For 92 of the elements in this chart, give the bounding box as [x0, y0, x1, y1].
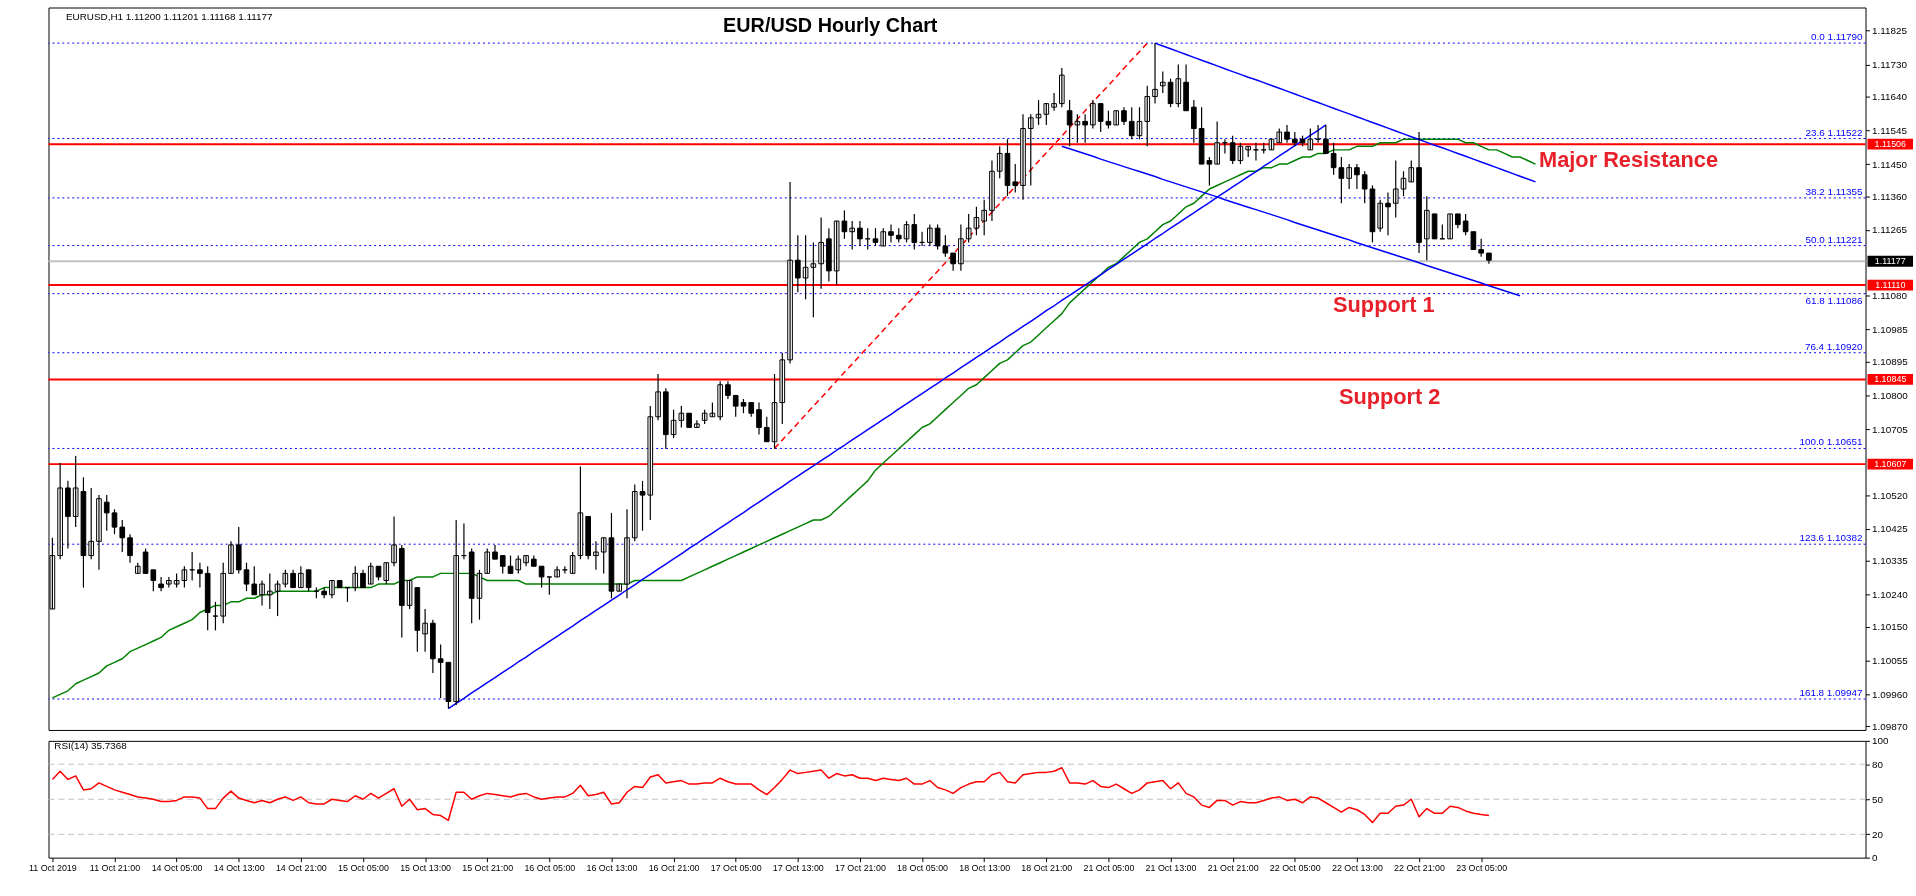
y-tick-label: 1.11080 — [1871, 290, 1908, 302]
annotation: EURUSD,H1 1.11200 1.11201 1.11168 1.11177 — [65, 11, 273, 23]
annotation: RSI(14) 35.7368 — [54, 740, 128, 752]
ref-line-label: 61.8 1.11086 — [1805, 294, 1864, 306]
chart-title: EUR/USD Hourly Chart — [723, 14, 938, 37]
y-tick-label: 1.10425 — [1871, 523, 1909, 535]
ref-line-label: 1.11506 — [1874, 139, 1907, 150]
candlestick — [1447, 213, 1453, 240]
x-tick-label: 21 Oct 13:00 — [1145, 863, 1197, 873]
y-tick-label: 1.10335 — [1871, 555, 1909, 567]
ref-line-label: 38.2 1.11355 — [1805, 185, 1864, 197]
y-tick-label: 1.10985 — [1871, 324, 1909, 336]
x-tick-label: 18 Oct 05:00 — [897, 863, 949, 873]
x-tick-label: 15 Oct 13:00 — [400, 863, 452, 873]
y-tick-label: 1.10055 — [1871, 655, 1909, 667]
y-tick-label: 100 — [1871, 735, 1889, 747]
x-tick-label: 16 Oct 05:00 — [524, 863, 576, 873]
candlestick — [795, 234, 801, 293]
annotation: Support 2 — [1338, 383, 1441, 409]
candlestick — [1408, 159, 1415, 183]
x-tick-label: 14 Oct 05:00 — [151, 863, 203, 873]
y-tick-label: 0 — [1871, 852, 1878, 864]
x-tick-label: 21 Oct 05:00 — [1083, 863, 1135, 873]
candlestick — [484, 547, 491, 574]
y-tick-label: 1.11450 — [1871, 158, 1908, 170]
x-tick-label: 14 Oct 13:00 — [213, 863, 265, 873]
annotation: Support 1 — [1333, 292, 1435, 318]
y-tick-label: 1.10150 — [1871, 621, 1909, 633]
y-tick-label: 20 — [1871, 828, 1884, 840]
x-tick-label: 23 Oct 05:00 — [1456, 863, 1508, 873]
line-series — [51, 138, 1537, 699]
candlestick — [367, 562, 374, 585]
y-tick-label: 1.11825 — [1871, 25, 1908, 37]
candlestick — [103, 494, 110, 532]
x-tick-label: 11 Oct 2019 — [28, 863, 77, 873]
candlestick — [1377, 199, 1384, 233]
y-tick-label: 1.10895 — [1871, 356, 1909, 368]
ref-line-label: 1.10845 — [1874, 374, 1907, 385]
candlestick — [538, 565, 545, 589]
y-tick-label: 1.11360 — [1871, 190, 1908, 202]
x-tick-label: 18 Oct 13:00 — [959, 863, 1011, 873]
x-tick-label: 15 Oct 21:00 — [462, 863, 514, 873]
line-series — [51, 766, 1490, 824]
ref-line-label: 76.4 1.10920 — [1804, 340, 1864, 352]
ref-line-label: 1.11110 — [1875, 280, 1906, 291]
candlestick — [996, 145, 1003, 179]
candlestick — [1392, 159, 1399, 219]
candlestick — [251, 565, 258, 596]
candlestick — [1144, 85, 1151, 147]
ref-line-label: 123.6 1.10382 — [1799, 532, 1863, 544]
ref-line-label: 100.0 1.10651 — [1799, 436, 1864, 448]
x-tick-label: 18 Oct 21:00 — [1021, 863, 1073, 873]
x-tick-label: 16 Oct 21:00 — [648, 863, 700, 873]
x-tick-label: 17 Oct 21:00 — [834, 863, 886, 873]
candlestick — [305, 569, 312, 592]
x-tick-label: 15 Oct 05:00 — [338, 863, 389, 873]
x-tick-label: 14 Oct 21:00 — [275, 863, 327, 873]
candlestick — [1027, 113, 1034, 187]
y-tick-label: 1.09960 — [1871, 688, 1909, 700]
x-tick-label: 11 Oct 21:00 — [89, 863, 141, 873]
x-tick-label: 17 Oct 05:00 — [710, 863, 762, 873]
candlestick — [383, 562, 390, 585]
candlestick — [1012, 163, 1019, 194]
candlestick — [1059, 67, 1065, 108]
ref-line-label: 50.0 1.11221 — [1805, 233, 1864, 245]
candlestick — [1431, 213, 1438, 240]
y-tick-label: 1.11545 — [1871, 124, 1908, 136]
candlestick — [235, 526, 242, 574]
ref-line-label: 161.8 1.09947 — [1799, 687, 1863, 699]
y-tick-label: 1.09870 — [1871, 720, 1909, 732]
y-tick-label: 1.10520 — [1871, 489, 1909, 501]
x-tick-label: 22 Oct 13:00 — [1331, 863, 1383, 873]
candlestick — [981, 199, 988, 236]
y-tick-label: 80 — [1871, 758, 1884, 770]
x-tick-label: 22 Oct 05:00 — [1269, 863, 1321, 873]
ref-line-label: 1.11177 — [1874, 256, 1906, 267]
x-tick-label: 17 Oct 13:00 — [772, 863, 824, 873]
y-tick-label: 1.10800 — [1871, 389, 1909, 401]
y-tick-label: 1.10240 — [1871, 589, 1909, 601]
ref-line-label: 0.0 1.11790 — [1811, 31, 1864, 43]
ref-line-label: 1.10607 — [1874, 459, 1907, 470]
x-tick-label: 21 Oct 21:00 — [1207, 863, 1259, 873]
candlestick — [119, 519, 126, 553]
y-tick-label: 50 — [1871, 793, 1884, 805]
y-tick-label: 1.11265 — [1871, 224, 1908, 236]
x-tick-label: 22 Oct 21:00 — [1394, 863, 1446, 873]
ref-line-label: 23.6 1.11522 — [1805, 126, 1863, 138]
y-tick-label: 1.10705 — [1871, 423, 1909, 435]
y-tick-label: 1.11640 — [1871, 90, 1908, 102]
x-tick-label: 16 Oct 13:00 — [586, 863, 638, 873]
annotation: Major Resistance — [1539, 146, 1719, 172]
y-tick-label: 1.11730 — [1871, 58, 1908, 70]
